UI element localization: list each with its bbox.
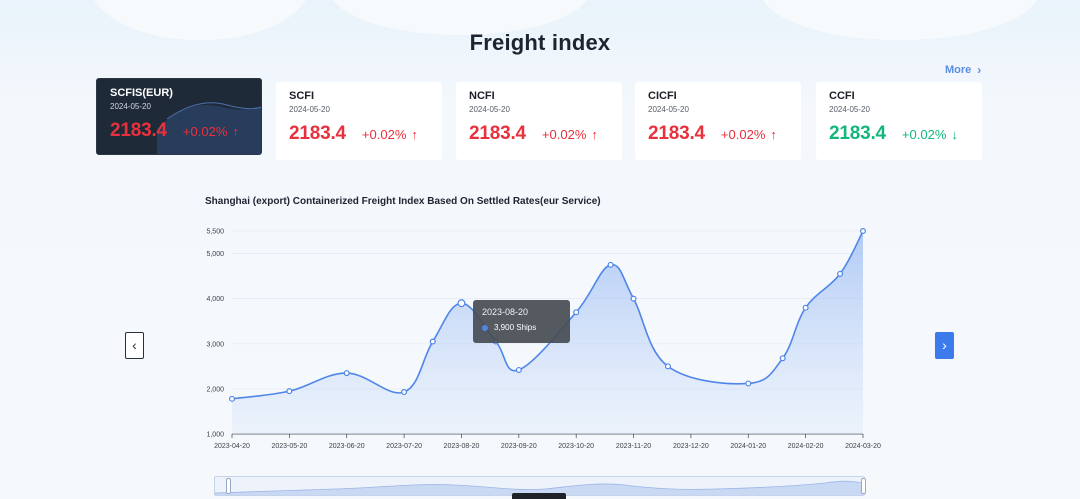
card-change: +0.02%: [901, 126, 947, 142]
chevron-right-icon: ›: [942, 337, 947, 353]
index-card-0[interactable]: SCFIS(EUR) 2024-05-20 2183.4 +0.02% ↑: [96, 78, 262, 155]
card-change: +0.02%: [720, 126, 766, 142]
data-point: [630, 295, 637, 302]
y-tick-label: 3,000: [206, 341, 224, 348]
card-change: +0.02%: [541, 126, 587, 142]
x-tick-label: 2024-03-20: [845, 443, 881, 450]
card-value: 2183.4: [829, 123, 886, 144]
arrow-down-icon: ↓: [951, 126, 958, 142]
x-tick-label: 2023-09-20: [501, 443, 537, 450]
freight-index-chart: 1,000 2,000 3,000 4,000 5,000 5,500 2023-04-20…: [206, 228, 881, 450]
zoom-range-label: [512, 493, 566, 499]
next-button[interactable]: ›: [935, 332, 954, 359]
card-value: 2183.4: [110, 120, 167, 141]
card-name: NCFI: [469, 90, 495, 102]
chevron-right-icon: ›: [977, 63, 982, 77]
data-point: [343, 370, 350, 377]
card-date: 2024-05-20: [110, 102, 151, 111]
index-card-3[interactable]: CICFI 2024-05-20 2183.4 +0.02% ↑: [635, 82, 801, 160]
x-tick-label: 2024-02-20: [788, 443, 824, 450]
data-point: [286, 388, 293, 395]
x-tick-label: 2024-01-20: [730, 443, 766, 450]
card-value: 2183.4: [289, 123, 346, 144]
data-point: [401, 389, 408, 396]
page-title: Freight index: [469, 30, 611, 55]
y-tick-label: 2,000: [206, 386, 224, 393]
index-card-2[interactable]: NCFI 2024-05-20 2183.4 +0.02% ↑: [456, 82, 622, 160]
y-tick-label: 1,000: [206, 432, 224, 439]
data-point: [457, 299, 466, 308]
y-tick-label: 5,000: [206, 251, 224, 258]
arrow-up-icon: ↑: [232, 123, 239, 139]
data-point: [859, 228, 866, 235]
tooltip-value: 3,900 Ships: [494, 323, 537, 332]
previous-button[interactable]: ‹: [125, 332, 144, 359]
card-date: 2024-05-20: [289, 105, 330, 114]
series-area: [232, 231, 863, 434]
data-point: [228, 395, 235, 402]
data-point: [837, 270, 844, 277]
card-name: CICFI: [648, 90, 677, 102]
chart-title: Shanghai (export) Containerized Freight …: [205, 196, 601, 207]
data-point: [802, 304, 809, 311]
arrow-up-icon: ↑: [591, 126, 598, 142]
series-dot-icon: [482, 324, 488, 331]
x-tick-label: 2023-08-20: [444, 443, 480, 450]
card-date: 2024-05-20: [829, 105, 870, 114]
tooltip-date: 2023-08-20: [482, 307, 529, 317]
card-value: 2183.4: [648, 123, 705, 144]
card-name: SCFI: [289, 90, 315, 102]
card-date: 2024-05-20: [469, 105, 510, 114]
x-tick-label: 2023-04-20: [214, 443, 250, 450]
card-change: +0.02%: [361, 126, 407, 142]
y-tick-label: 5,500: [206, 229, 224, 236]
card-name: CCFI: [829, 90, 855, 102]
x-tick-label: 2023-10-20: [558, 443, 594, 450]
index-card-1[interactable]: SCFI 2024-05-20 2183.4 +0.02% ↑: [276, 82, 442, 160]
data-point: [429, 338, 436, 345]
arrow-up-icon: ↑: [770, 126, 777, 142]
card-value: 2183.4: [469, 123, 526, 144]
chevron-left-icon: ‹: [132, 337, 137, 353]
arrow-up-icon: ↑: [411, 126, 418, 142]
x-tick-label: 2023-05-20: [271, 443, 307, 450]
card-wave-decoration: [157, 102, 261, 154]
data-point: [607, 261, 614, 268]
data-point: [664, 363, 671, 370]
x-tick-label: 2023-06-20: [329, 443, 365, 450]
data-point: [515, 366, 522, 373]
card-date: 2024-05-20: [648, 105, 689, 114]
data-zoom-slider[interactable]: [214, 476, 865, 496]
data-point: [745, 380, 752, 387]
more-label: More: [945, 64, 972, 76]
data-point: [573, 309, 580, 316]
x-tick-label: 2023-12-20: [673, 443, 709, 450]
more-link[interactable]: More ›: [945, 63, 981, 77]
x-tick-label: 2023-11-20: [616, 443, 651, 450]
chart-tooltip: 2023-08-20 3,900 Ships: [473, 300, 570, 343]
index-card-4[interactable]: CCFI 2024-05-20 2183.4 +0.02% ↓: [816, 82, 982, 160]
card-name: SCFIS(EUR): [110, 87, 173, 99]
zoom-handle-right[interactable]: [861, 478, 866, 494]
card-change: +0.02%: [182, 123, 228, 139]
zoom-preview: [215, 480, 864, 495]
y-tick-label: 4,000: [206, 296, 224, 303]
data-point: [779, 355, 786, 362]
zoom-handle-left[interactable]: [226, 478, 231, 494]
x-tick-label: 2023-07-20: [386, 443, 422, 450]
